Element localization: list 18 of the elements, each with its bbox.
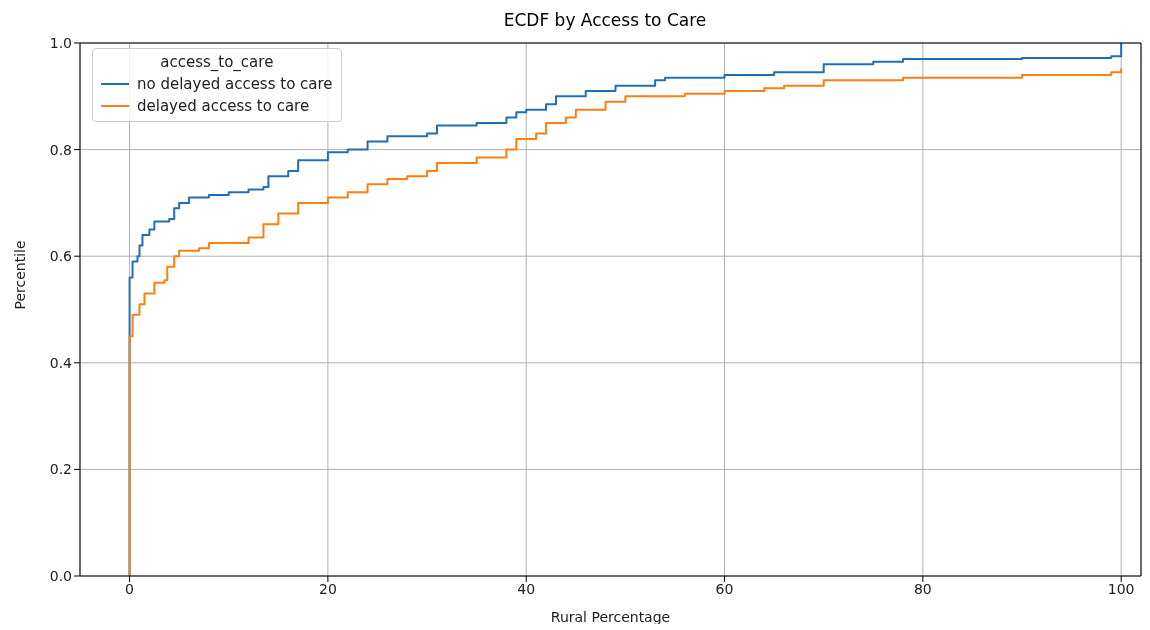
x-tick-label: 100 (1107, 580, 1135, 597)
y-tick-label: 0.2 (49, 461, 72, 478)
legend-title: access_to_care (159, 53, 275, 71)
y-tick-label: 0.0 (49, 567, 72, 584)
legend-label: delayed access to care (137, 96, 310, 117)
x-axis-title: Rural Percentage (550, 609, 671, 625)
x-tick-label: 0 (125, 580, 135, 597)
y-tick-label: 0.8 (49, 141, 72, 158)
legend-label: no delayed access to care (137, 74, 333, 95)
y-tick-label: 0.4 (49, 354, 73, 371)
y-axis-title: Percentile (11, 240, 28, 310)
x-tick-label: 20 (318, 580, 337, 597)
y-tick-label: 0.6 (49, 248, 73, 265)
x-tick-label: 60 (715, 580, 734, 597)
x-tick-label: 80 (913, 580, 932, 597)
x-tick-label: 40 (517, 580, 536, 597)
y-tick-label: 1.0 (49, 34, 72, 51)
chart-title: ECDF by Access to Care (502, 9, 708, 32)
